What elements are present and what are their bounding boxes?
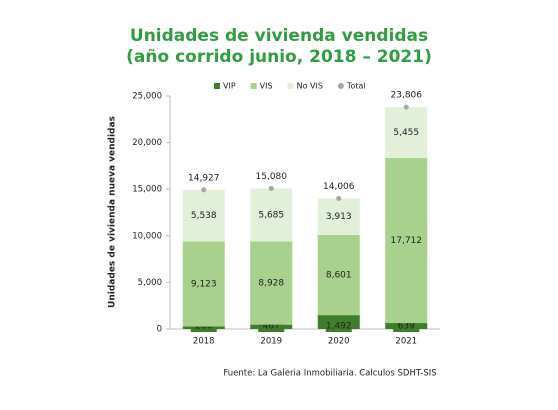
total-label: 23,806: [391, 91, 423, 101]
bar-segment: [182, 241, 225, 327]
legend-label: VIS: [260, 82, 273, 91]
source-note: Fuente: La Galeria Inmobiliaria. Calculo…: [223, 369, 436, 379]
value-label: 5,455: [393, 128, 419, 138]
bar-segment: [250, 241, 293, 325]
bar-segment: [182, 189, 225, 242]
x-tick-label: 2018: [193, 337, 215, 347]
value-label: 9,123: [191, 280, 217, 290]
legend-swatch: [250, 83, 257, 89]
legend-label: VIP: [223, 82, 236, 91]
y-tick-label: 15,000: [132, 185, 162, 195]
total-dot: [336, 195, 342, 201]
bar-segment: [317, 198, 360, 235]
y-tick-label: 20,000: [132, 138, 162, 148]
value-label: 1,492: [326, 322, 352, 332]
value-label: 5,685: [258, 210, 284, 220]
total-dot: [268, 185, 274, 191]
value-label: 467: [263, 322, 280, 332]
bar-segment: [385, 107, 428, 158]
value-label: 639: [398, 322, 415, 332]
legend-swatch: [287, 83, 294, 89]
chart-title: Unidades de vivienda vendidas: [130, 26, 428, 46]
legend-label: Total: [346, 82, 366, 91]
legend-label: No VIS: [297, 82, 323, 91]
x-tick-label: 2021: [395, 337, 417, 347]
y-tick-label: 0: [157, 325, 162, 335]
total-label: 15,080: [256, 172, 288, 182]
y-tick-label: 10,000: [132, 231, 162, 241]
label-box: [325, 320, 352, 332]
bar-segment: [385, 157, 428, 324]
total-label: 14,006: [323, 182, 355, 192]
y-axis-label: Unidades de vivienda nueva vendidas: [108, 116, 118, 308]
value-label: 8,928: [258, 279, 284, 289]
total-label: 14,927: [188, 173, 220, 183]
value-label: 3,913: [326, 212, 352, 222]
value-label: 8,601: [326, 271, 352, 281]
total-dot: [403, 104, 409, 110]
value-label: 17,712: [391, 236, 423, 246]
total-dot: [201, 187, 207, 193]
legend-dot: [337, 83, 344, 89]
bar-segment: [317, 234, 360, 316]
x-tick-label: 2020: [328, 337, 350, 347]
bar-segment: [250, 188, 293, 242]
value-label: 5,538: [191, 211, 217, 221]
x-tick-label: 2019: [260, 337, 282, 347]
y-tick-label: 5,000: [138, 278, 162, 288]
chart-subtitle: (año corrido junio, 2018 – 2021): [126, 47, 432, 67]
y-tick-label: 25,000: [132, 92, 162, 102]
legend-swatch: [214, 83, 220, 89]
